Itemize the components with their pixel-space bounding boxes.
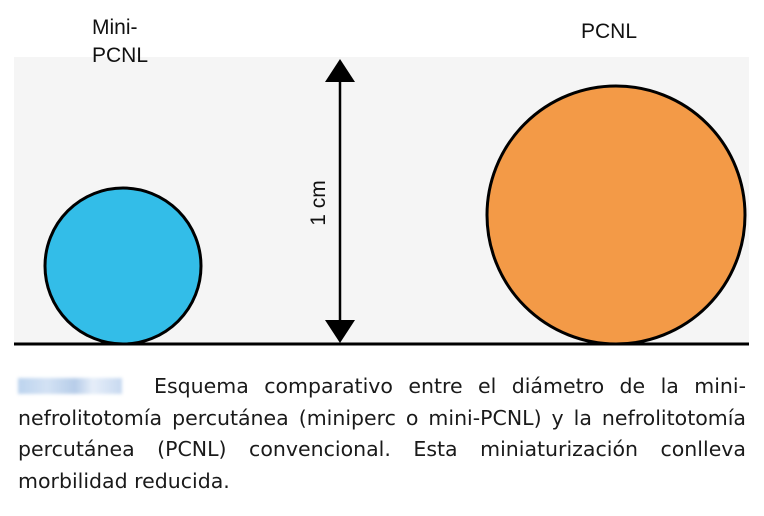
scale-arrow-head-down (325, 320, 355, 343)
scale-arrow-icon (325, 59, 355, 343)
mini-pcnl-label: Mini- PCNL (92, 14, 182, 70)
scale-arrow-head-up (325, 59, 355, 82)
mini-pcnl-label-line1: Mini- (92, 16, 138, 39)
mini-pcnl-label-line2: PCNL (92, 44, 149, 67)
mini-pcnl-circle (43, 186, 203, 346)
redacted-figure-number (18, 378, 122, 394)
pcnl-label: PCNL (581, 20, 638, 43)
scale-label: 1 cm (307, 180, 330, 226)
figure-caption: Esquema comparativo entre el diámetro de… (18, 371, 746, 497)
caption-text: Esquema comparativo entre el diámetro de… (18, 374, 746, 493)
diagram-canvas: 1 cm (14, 57, 749, 346)
pcnl-circle (485, 84, 747, 346)
